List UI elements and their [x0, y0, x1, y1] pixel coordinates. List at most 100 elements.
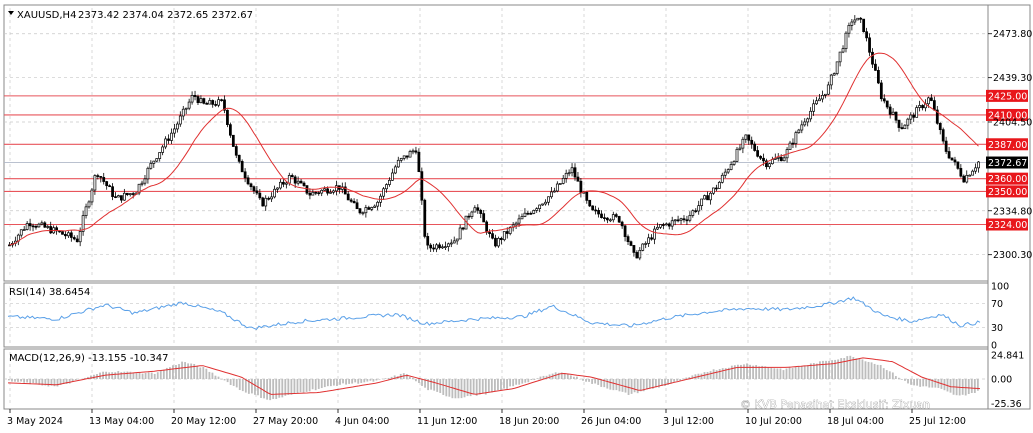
macd-histogram-bar [433, 379, 436, 391]
macd-histogram-bar [421, 379, 423, 386]
candle-body [108, 185, 111, 188]
candle-body [46, 226, 50, 228]
candle-body [944, 140, 948, 152]
candle-body [317, 192, 321, 195]
candle-body [131, 193, 135, 195]
macd-histogram-bar [272, 379, 275, 399]
candle-body [231, 134, 235, 147]
candle-body [72, 237, 76, 240]
candle-body [720, 174, 724, 183]
candle-body [385, 184, 388, 190]
candle-body [158, 152, 162, 159]
macd-histogram-bar [47, 379, 50, 387]
macd-histogram-bar [651, 379, 654, 389]
macd-histogram-bar [144, 372, 147, 379]
candle-body [885, 100, 889, 108]
candle-body [446, 243, 450, 247]
macd-histogram-bar [150, 372, 153, 379]
candle-body [494, 237, 497, 247]
macd-histogram-bar [323, 379, 326, 388]
candle-body [128, 193, 132, 196]
macd-histogram-bar [469, 379, 472, 397]
macd-histogram-bar [159, 370, 162, 379]
candle-body [803, 121, 807, 126]
macd-histogram-bar [815, 363, 818, 379]
candle-body [603, 217, 606, 220]
macd-histogram-bar [275, 379, 278, 400]
candle-body [588, 200, 592, 207]
rsi-tick-label: 70 [991, 299, 1003, 310]
candle-body [229, 124, 232, 136]
macd-histogram-bar [460, 379, 463, 399]
candle-body [505, 231, 509, 234]
candle-body [335, 185, 338, 192]
candle-body [918, 105, 921, 108]
candle-body [22, 229, 26, 231]
symbol-label[interactable]: XAUUSD,H4 [17, 10, 76, 21]
macd-histogram-bar [90, 375, 92, 379]
macd-histogram-bar [345, 379, 347, 385]
candle-body [61, 231, 64, 235]
candle-body [823, 93, 827, 96]
macd-histogram-bar [68, 379, 71, 384]
candle-body [882, 98, 886, 102]
candle-body [653, 228, 656, 240]
macd-histogram-bar [749, 364, 751, 379]
candle-body [776, 156, 780, 159]
rsi-label: RSI(14) 38.6454 [9, 287, 90, 298]
candle-body [373, 205, 377, 208]
candle-body [332, 190, 335, 193]
macd-histogram-bar [287, 379, 290, 395]
candle-body [388, 179, 391, 185]
candle-body [800, 124, 804, 131]
candle-body [697, 205, 701, 212]
candle-body [205, 103, 209, 105]
symbol-dropdown-icon[interactable] [8, 11, 14, 15]
candle-body [667, 223, 671, 227]
candle-body [738, 147, 742, 150]
candle-body [84, 206, 88, 216]
candle-body [117, 195, 120, 198]
candle-body [670, 220, 674, 227]
macd-histogram-bar [214, 375, 217, 379]
macd-histogram-bar [861, 359, 864, 379]
candle-body [532, 210, 536, 214]
candle-body [491, 233, 494, 239]
candle-body [34, 225, 38, 228]
candle-body [488, 231, 491, 234]
macd-histogram-bar [50, 379, 53, 386]
macd-histogram-bar [317, 379, 320, 389]
candle-body [287, 175, 291, 184]
candle-body [184, 107, 188, 110]
macd-histogram-bar [542, 375, 545, 379]
macd-histogram-bar [603, 379, 606, 388]
macd-histogram-bar [366, 379, 369, 382]
candle-body [759, 155, 762, 159]
candle-body [382, 188, 385, 197]
macd-histogram-bar [934, 379, 937, 388]
candle-body [591, 205, 595, 211]
candle-body [393, 166, 397, 174]
macd-histogram-bar [891, 372, 894, 379]
candle-body [311, 191, 315, 196]
rsi-indicator [7, 296, 981, 331]
macd-histogram-bar [487, 379, 490, 393]
candle-body [423, 199, 427, 237]
macd-histogram-bar [788, 367, 791, 379]
macd-histogram-bar [436, 379, 439, 392]
rsi-line [7, 296, 981, 331]
candle-body [956, 161, 960, 169]
candle-body [246, 177, 250, 185]
macd-histogram-bar [806, 365, 809, 379]
macd-histogram-bar [545, 375, 548, 379]
time-tick-label: 13 May 04:00 [89, 416, 154, 427]
macd-histogram-bar [244, 379, 247, 393]
macd-histogram-bar [375, 379, 378, 381]
candle-body [237, 154, 241, 162]
macd-histogram-bar [882, 368, 885, 379]
macd-histogram-bar [305, 379, 308, 392]
macd-histogram-bar [439, 379, 442, 393]
macd-histogram-bar [196, 365, 199, 379]
